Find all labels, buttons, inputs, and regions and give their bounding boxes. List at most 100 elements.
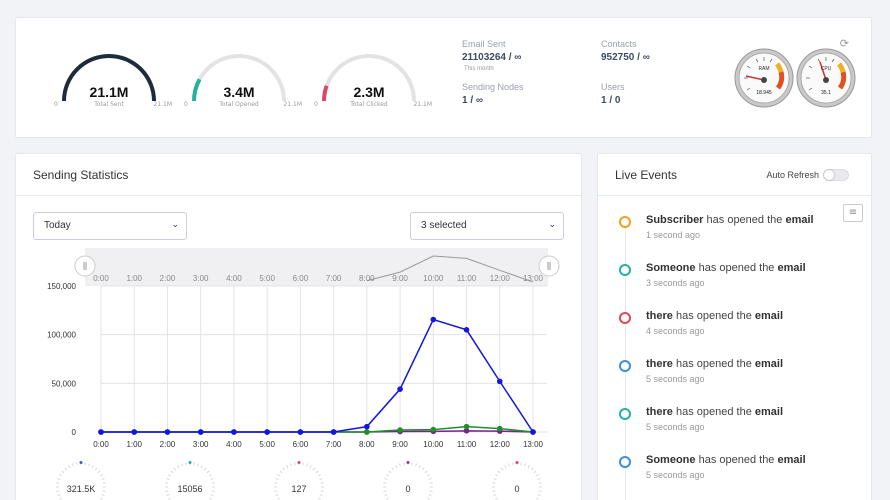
navigator-tick-label: 5:00 (259, 274, 275, 283)
mini-gauge-tick (57, 494, 61, 497)
total-clicked-value: 2.3M (353, 84, 385, 100)
mini-gauge-tick (274, 490, 278, 492)
series-point[interactable] (530, 429, 536, 435)
sending-statistics-chart[interactable]: 0:00 1:00 2:00 3:00 4:00 5:00 6:00 7:00 8:00 9:00… (16, 246, 581, 456)
series-point[interactable] (364, 423, 370, 430)
series-point[interactable] (98, 429, 104, 435)
series-select[interactable]: 3 selected ⌄ (410, 212, 564, 240)
mini-gauge-tick (275, 477, 279, 480)
event-text: there has opened the email (646, 406, 783, 418)
event-actor: there (646, 310, 673, 322)
series-point[interactable] (496, 425, 503, 432)
event-action: has opened the (698, 454, 775, 466)
refresh-icon[interactable]: ⟳ (839, 37, 849, 50)
event-status-dot (619, 408, 631, 420)
series-point[interactable] (463, 423, 470, 430)
series-point[interactable] (164, 429, 171, 435)
mini-gauge-tick (210, 477, 214, 480)
navigator-left-handle[interactable] (74, 255, 96, 277)
event-action: has opened the (675, 310, 752, 322)
event-actor: Subscriber (646, 214, 704, 226)
series-point[interactable] (330, 429, 337, 435)
mini-gauge-tick (173, 467, 177, 471)
total-sent-min: 0 (54, 101, 58, 108)
series-point[interactable] (297, 429, 304, 435)
event-time: 5 seconds ago (646, 470, 705, 480)
x-tick-label: 6:00 (293, 440, 309, 449)
users-label: Users (601, 82, 625, 92)
y-tick-label: 0 (72, 428, 77, 437)
series-point[interactable] (430, 426, 437, 433)
y-tick-label: 50,000 (52, 379, 77, 388)
total-clicked-gauge: 2.3M 0 Total Clicked 21.1M (314, 46, 432, 126)
series-point[interactable] (496, 378, 503, 385)
mini-gauge-tick (56, 490, 60, 492)
series-point[interactable] (397, 427, 403, 433)
navigator-tick-label: 4:00 (226, 274, 242, 283)
mini-gauge-tick (320, 482, 324, 484)
mini-gauge-tick (274, 482, 278, 484)
mini-gauge-tick (538, 482, 542, 484)
series-point[interactable] (397, 386, 403, 392)
mini-gauge-tick (302, 462, 304, 466)
series-point[interactable] (463, 428, 470, 434)
total-sent-gauge: 21.1M 0 Total Sent 21.1M (54, 46, 172, 126)
mini-gauge-tick (102, 482, 106, 484)
mini-gauge-tick (76, 462, 78, 466)
mini-gauge-tick (294, 462, 296, 466)
x-tick-label: 4:00 (226, 440, 242, 449)
x-tick-label: 0:00 (93, 440, 109, 449)
series-point[interactable] (430, 316, 437, 323)
ram-dial: RAM 18.945 (734, 48, 794, 108)
mini-gauge-tick (99, 497, 103, 500)
x-axis: 0:00 1:00 2:00 3:00 4:00 5:00 6:00 7:00 8:00 9:00… (93, 440, 543, 449)
total-clicked-gauge-arc (322, 54, 416, 102)
series-point[interactable] (264, 429, 270, 435)
series-point[interactable] (131, 429, 138, 435)
mini-gauge: 15056 (162, 459, 218, 500)
mini-gauge-tick (537, 494, 541, 497)
mini-gauge-tick (68, 465, 71, 469)
period-select[interactable]: Today ⌄ (33, 212, 187, 240)
mini-gauge-tick (411, 462, 413, 466)
mini-gauge-tick (383, 482, 387, 484)
auto-refresh-toggle[interactable] (823, 169, 849, 181)
mini-gauge-tick (507, 463, 510, 467)
menu-icon[interactable]: ≡ (843, 204, 863, 222)
mini-gauge-tick (59, 474, 63, 477)
mini-gauge-tick (524, 463, 527, 467)
navigator-tick-label: 0:00 (93, 274, 109, 283)
event-object: email (777, 454, 806, 466)
ram-label: RAM (758, 66, 769, 72)
mini-gauge-tick (312, 467, 316, 471)
x-tick-label: 11:00 (457, 440, 477, 449)
event-actor: Someone (646, 454, 696, 466)
x-tick-label: 12:00 (490, 440, 511, 449)
series-point[interactable] (231, 429, 237, 435)
x-tick-label: 3:00 (193, 440, 209, 449)
mini-gauge-tick (527, 465, 530, 469)
mini-gauge-marker (406, 461, 410, 464)
chart-navigator[interactable]: 0:00 1:00 2:00 3:00 4:00 5:00 6:00 7:00 8:00 9:00… (74, 248, 560, 286)
navigator-line (366, 255, 534, 283)
mini-gauge-tick (533, 470, 537, 474)
mini-gauge: 0 (489, 459, 545, 500)
mini-gauge-tick (535, 497, 539, 500)
navigator-tick-label: 7:00 (326, 274, 342, 283)
mini-gauge-tick (91, 465, 94, 469)
event-action: has opened the (698, 262, 775, 274)
x-tick-label: 2:00 (160, 440, 176, 449)
series-point[interactable] (197, 429, 204, 435)
email-sent-period: This month (464, 66, 494, 72)
series-point[interactable] (364, 429, 370, 435)
auto-refresh-label: Auto Refresh (766, 170, 819, 180)
series-point[interactable] (463, 327, 470, 333)
mini-gauge-tick (208, 497, 212, 500)
mini-gauge-tick (493, 494, 497, 497)
period-select-value: Today (44, 220, 71, 231)
y-tick-label: 150,000 (47, 282, 76, 291)
mini-gauge-tick (320, 490, 324, 492)
mini-gauge-tick (403, 462, 405, 466)
navigator-right-handle[interactable] (538, 255, 560, 277)
mini-gauge-tick (492, 482, 496, 484)
